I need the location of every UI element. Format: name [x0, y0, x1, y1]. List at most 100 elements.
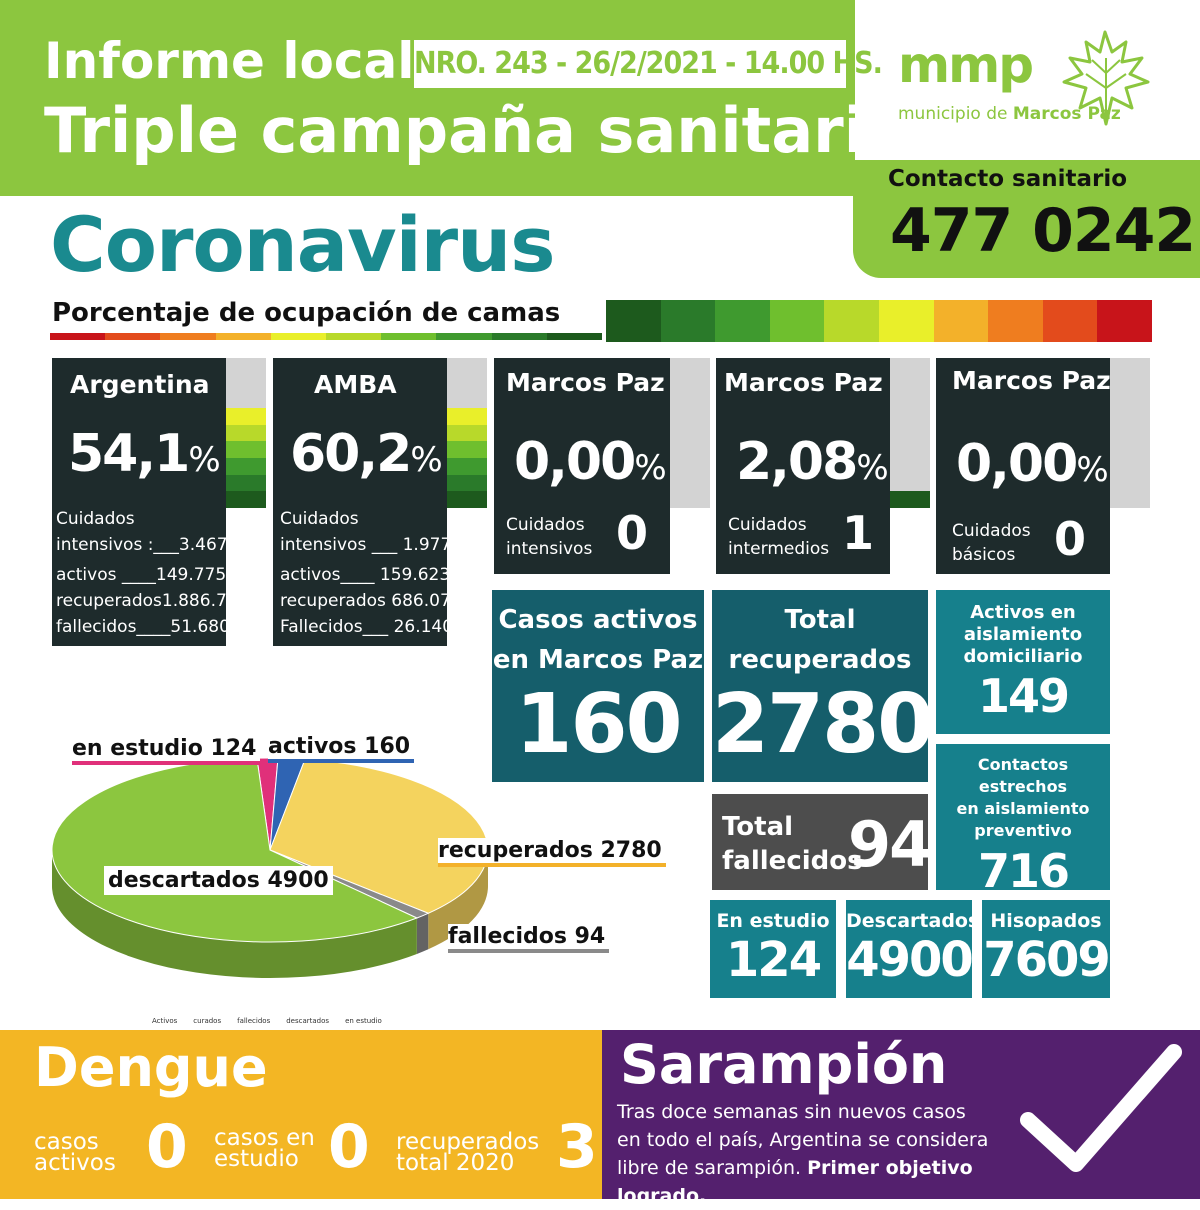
care-label: Cuidados intermedios	[728, 515, 830, 559]
total-deaths-value: 94	[848, 808, 932, 881]
in-study-value: 124	[725, 932, 822, 988]
occupancy-title: Marcos Paz	[506, 368, 665, 397]
care-count: 0	[616, 506, 649, 560]
logo-prefix: municipio de	[898, 104, 1013, 124]
occupancy-percent: 60,2%	[290, 424, 443, 484]
sarampion-title: Sarampión	[620, 1033, 948, 1096]
header-band	[0, 0, 855, 196]
close-contacts-label: Contactos estrechos en aislamiento prevent…	[956, 755, 1090, 840]
scale-swatch	[824, 300, 879, 342]
contact-box	[853, 160, 1200, 278]
occupancy-percent: 0,00%	[514, 432, 667, 492]
dengue-study-value: 0	[328, 1112, 370, 1182]
scale-swatch	[933, 300, 989, 342]
swabs-card: Hisopados 7609	[982, 900, 1111, 998]
pie-slice	[269, 758, 489, 914]
close-contacts-value: 716	[977, 844, 1070, 898]
scale-swatch	[715, 300, 770, 342]
total-recovered-label: Total recuperados	[728, 605, 912, 675]
case-pie-chart	[51, 757, 489, 978]
occupancy-color-scale	[606, 300, 1152, 342]
checkmark-icon	[1020, 1044, 1182, 1172]
occupancy-title: AMBA	[314, 370, 397, 399]
scale-swatch	[606, 300, 661, 342]
scale-swatch	[1042, 300, 1098, 342]
scale-swatch	[769, 300, 825, 342]
dengue-recovered-value: 3	[556, 1112, 598, 1182]
logo-mark: mmp	[898, 36, 1034, 94]
dengue-active-label: casos activos	[34, 1129, 116, 1176]
pie-legend: Activos curados fallecidos descartados e…	[152, 1017, 382, 1025]
total-recovered-value: 2780	[712, 677, 934, 772]
care-label: Cuidados básicos	[952, 521, 1031, 565]
home-isolation-card: Activos en aislamiento domiciliario 149	[936, 590, 1110, 734]
swabs-label: Hisopados	[990, 910, 1102, 932]
coronavirus-title: Coronavirus	[50, 200, 555, 289]
occupancy-card-argentina	[52, 358, 226, 646]
title-line-1: Informe local	[44, 32, 415, 90]
occupancy-percent: 54,1%	[68, 424, 221, 484]
dengue-recovered-label: recuperados total 2020	[396, 1129, 540, 1176]
sarampion-section	[602, 1030, 1200, 1199]
contact-label: Contacto sanitario	[888, 166, 1128, 192]
legend-item: descartados	[286, 1017, 330, 1025]
home-isolation-label: Activos en aislamiento domiciliario	[963, 602, 1083, 667]
occupancy-card-amba	[273, 358, 447, 646]
occupancy-meter-mp-basic	[1110, 358, 1150, 509]
in-study-card: En estudio 124	[710, 900, 836, 998]
bed-occupancy-underline	[50, 333, 603, 340]
occupancy-details: Cuidados intensivos ___ 1.977 activos___…	[280, 509, 462, 637]
pie-label-recuperados: recuperados 2780	[438, 838, 666, 867]
contact-number: 477 0242	[890, 196, 1196, 266]
close-contacts-card: Contactos estrechos en aislamiento prevent…	[936, 744, 1110, 898]
logo-name: Marcos Paz	[1012, 104, 1121, 124]
dengue-section	[0, 1030, 602, 1199]
pie-slice	[51, 757, 419, 943]
logo-subtitle: municipio de Marcos Paz	[898, 104, 1121, 124]
report-number: NRO. 243 - 26/2/2021 - 14.00 HS.	[414, 40, 883, 88]
active-cases-label: Casos activos en Marcos Paz	[492, 605, 704, 675]
occupancy-title: Argentina	[70, 370, 210, 399]
scale-swatch	[878, 300, 934, 342]
occupancy-details: Cuidados intensivos :___3.467 activos __…	[56, 509, 249, 637]
scale-swatch	[988, 300, 1043, 342]
active-cases-value: 160	[515, 677, 682, 772]
dengue-active-value: 0	[146, 1112, 188, 1182]
leaf-icon	[1062, 30, 1150, 126]
swabs-value: 7609	[983, 932, 1111, 988]
occupancy-title: Marcos Paz	[952, 366, 1111, 395]
legend-item: fallecidos	[237, 1017, 271, 1025]
scale-swatch	[660, 300, 716, 342]
discarded-label: Descartados	[846, 910, 980, 932]
care-count: 1	[842, 506, 875, 560]
pie-label-activos: activos 160	[268, 734, 415, 763]
legend-item: Activos	[152, 1017, 178, 1025]
dengue-study-label: casos en estudio	[214, 1125, 315, 1172]
pie-label-fallecidos: fallecidos 94	[448, 924, 610, 953]
home-isolation-value: 149	[977, 669, 1070, 723]
total-deaths-label: Total fallecidos	[722, 812, 863, 876]
care-label: Cuidados intensivos	[506, 515, 593, 559]
pie-side-wall	[52, 850, 417, 978]
legend-item: en estudio	[345, 1017, 382, 1025]
in-study-label: En estudio	[716, 910, 830, 932]
pie-side-wall	[428, 850, 488, 950]
dengue-title: Dengue	[34, 1036, 268, 1099]
occupancy-card-mp-basic	[936, 358, 1110, 574]
occupancy-meter-amba	[447, 358, 487, 509]
occupancy-percent: 0,00%	[956, 434, 1109, 494]
occupancy-percent: 2,08%	[736, 432, 889, 492]
occupancy-card-mp-intermediate	[716, 358, 890, 574]
legend-item: curados	[193, 1017, 222, 1025]
sarampion-text: Tras doce semanas sin nuevos casos en to…	[617, 1101, 989, 1207]
total-recovered-card: Total recuperados 2780	[712, 590, 934, 782]
pie-label-descartados: descartados 4900	[104, 866, 333, 895]
pie-side-wall	[416, 913, 429, 954]
occupancy-title: Marcos Paz	[724, 368, 883, 397]
occupancy-card-mp-intensive	[494, 358, 670, 574]
bed-occupancy-title: Porcentaje de ocupación de camas	[52, 298, 561, 328]
occupancy-meter-mp-intensive	[670, 358, 710, 509]
care-count: 0	[1054, 512, 1087, 566]
active-cases-card: Casos activos en Marcos Paz 160	[492, 590, 704, 782]
scale-swatch	[1097, 300, 1152, 342]
